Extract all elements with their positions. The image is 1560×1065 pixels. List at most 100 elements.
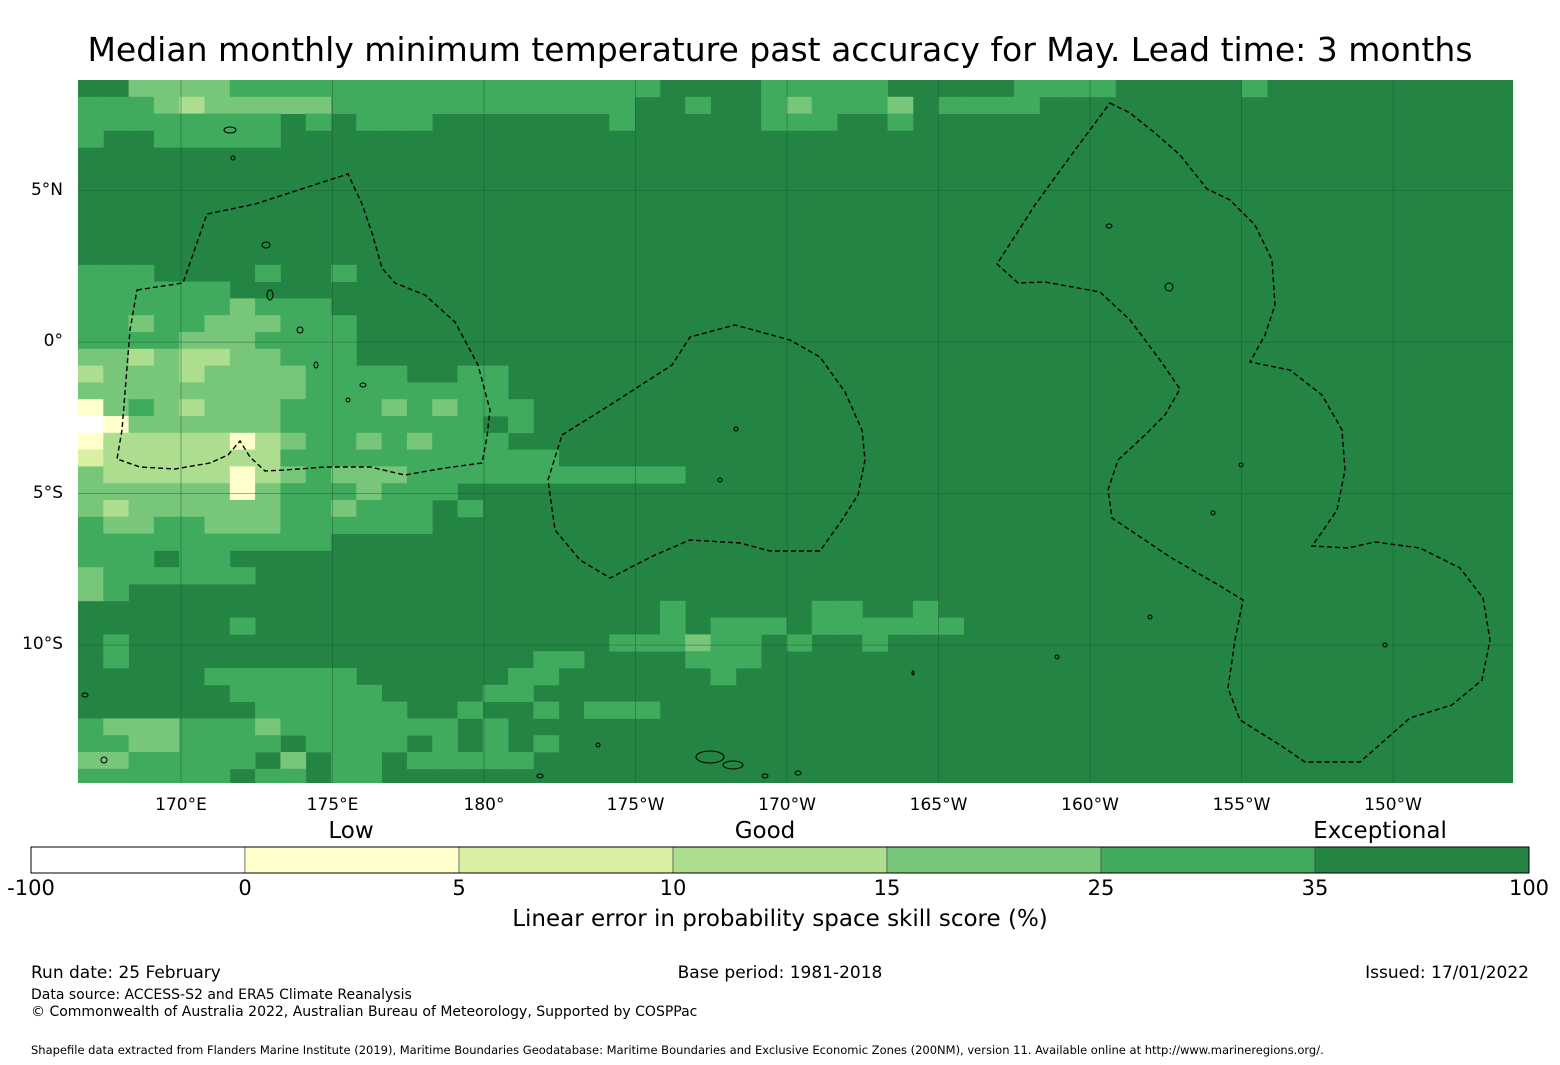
skill-cell bbox=[179, 735, 205, 753]
skill-cell bbox=[305, 382, 332, 400]
skill-cell bbox=[508, 416, 534, 434]
skill-cell bbox=[280, 382, 307, 400]
skill-cell bbox=[331, 80, 357, 98]
skill-cell bbox=[229, 315, 256, 333]
skill-cell bbox=[735, 634, 762, 652]
skill-cell bbox=[558, 651, 585, 669]
skill-cell bbox=[280, 466, 307, 484]
skill-cell bbox=[331, 768, 357, 783]
skill-cell bbox=[78, 516, 104, 534]
skill-cell bbox=[153, 768, 180, 783]
skill-cell bbox=[331, 449, 357, 467]
skill-cell bbox=[255, 684, 281, 702]
skill-cell bbox=[103, 735, 129, 753]
skill-cell bbox=[255, 113, 281, 131]
skill-cell bbox=[406, 382, 433, 400]
skill-cell bbox=[457, 382, 484, 400]
skill-cell bbox=[179, 96, 205, 114]
skill-cell bbox=[229, 332, 256, 350]
skill-cell bbox=[482, 718, 509, 736]
skill-cell bbox=[659, 634, 686, 652]
skill-cell bbox=[584, 701, 610, 719]
skill-cell bbox=[912, 600, 939, 618]
colorbar-box bbox=[672, 846, 888, 874]
skill-cell bbox=[204, 567, 231, 585]
island-outline bbox=[359, 382, 367, 388]
colorbar-box bbox=[244, 846, 460, 874]
skill-cell bbox=[508, 399, 534, 417]
skill-cell bbox=[78, 500, 104, 518]
skill-cell bbox=[685, 96, 711, 114]
longitude-label: 175°E bbox=[306, 795, 359, 815]
skill-cell bbox=[204, 332, 231, 350]
skill-cell bbox=[811, 113, 838, 131]
colorbar-tick-label: 5 bbox=[452, 876, 466, 900]
skill-cell bbox=[457, 399, 484, 417]
skill-cell bbox=[179, 432, 205, 450]
skill-cell bbox=[78, 365, 104, 383]
skill-cell bbox=[78, 399, 104, 417]
skill-cell bbox=[179, 550, 205, 568]
skill-cell bbox=[938, 96, 964, 114]
skill-cell bbox=[103, 399, 129, 417]
skill-cell bbox=[457, 80, 484, 98]
longitude-label: 165°W bbox=[909, 795, 968, 815]
colorbar-category-label: Good bbox=[734, 818, 796, 844]
skill-cell bbox=[179, 466, 205, 484]
skill-cell bbox=[255, 96, 281, 114]
skill-cell bbox=[255, 668, 281, 686]
skill-cell bbox=[533, 80, 560, 98]
island-outline bbox=[722, 760, 744, 770]
skill-cell bbox=[659, 466, 686, 484]
skill-cell bbox=[1064, 80, 1091, 98]
island-outline bbox=[1105, 223, 1113, 229]
skill-cell bbox=[305, 113, 332, 131]
skill-cell bbox=[204, 735, 231, 753]
skill-cell bbox=[255, 315, 281, 333]
skill-cell bbox=[179, 567, 205, 585]
skill-cell bbox=[153, 96, 180, 114]
skill-cell bbox=[204, 500, 231, 518]
skill-cell bbox=[609, 466, 635, 484]
skill-cell bbox=[482, 382, 509, 400]
skill-cell bbox=[78, 332, 104, 350]
skill-cell bbox=[356, 516, 382, 534]
skill-cell bbox=[128, 768, 155, 783]
skill-cell bbox=[255, 416, 281, 434]
longitude-label: 170°E bbox=[155, 795, 207, 815]
skill-cell bbox=[153, 332, 180, 350]
island-outline bbox=[794, 770, 802, 776]
skill-cell bbox=[305, 735, 332, 753]
skill-cell bbox=[331, 399, 357, 417]
island-outline bbox=[536, 773, 544, 779]
skill-cell bbox=[280, 432, 307, 450]
skill-cell bbox=[406, 718, 433, 736]
skill-cell bbox=[78, 113, 104, 131]
island-outline bbox=[911, 670, 915, 676]
skill-cell bbox=[685, 634, 711, 652]
skill-cell bbox=[204, 432, 231, 450]
skill-cell bbox=[305, 96, 332, 114]
skill-cell bbox=[153, 113, 180, 131]
skill-cell bbox=[305, 466, 332, 484]
skill-cell bbox=[432, 483, 458, 501]
skill-cell bbox=[280, 399, 307, 417]
skill-cell bbox=[305, 684, 332, 702]
skill-cell bbox=[887, 96, 914, 114]
skill-cell bbox=[482, 96, 509, 114]
skill-cell bbox=[153, 348, 180, 366]
island-outline bbox=[223, 126, 237, 134]
skill-cell bbox=[204, 718, 231, 736]
latitude-label: 0° bbox=[43, 331, 63, 352]
skill-score-map bbox=[78, 80, 1513, 783]
skill-cell bbox=[331, 735, 357, 753]
skill-cell bbox=[786, 113, 813, 131]
skill-cell bbox=[229, 113, 256, 131]
eez-tokelau-boundary bbox=[547, 324, 866, 579]
skill-cell bbox=[280, 80, 307, 98]
skill-cell bbox=[963, 96, 990, 114]
skill-cell bbox=[331, 96, 357, 114]
skill-cell bbox=[381, 399, 408, 417]
skill-cell bbox=[280, 500, 307, 518]
skill-cell bbox=[331, 483, 357, 501]
